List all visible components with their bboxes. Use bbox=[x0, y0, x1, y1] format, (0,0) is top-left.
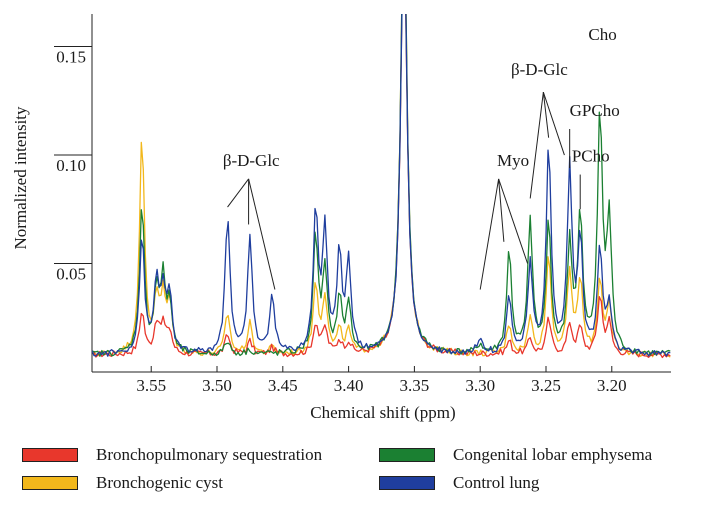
legend-label-bps: Bronchopulmonary sequestration bbox=[96, 445, 323, 464]
legend-label-bc: Bronchogenic cyst bbox=[96, 473, 223, 492]
annotation-leader bbox=[227, 178, 249, 208]
annotation-leader bbox=[529, 92, 544, 199]
annotation-label: β-D-Glc bbox=[223, 151, 280, 170]
annotation-label: Cho bbox=[588, 25, 616, 44]
y-tick-label: 0.10 bbox=[56, 156, 86, 175]
annotation-leader bbox=[542, 91, 565, 156]
series-line-1 bbox=[92, 14, 671, 358]
legend-item-bps: Bronchopulmonary sequestration bbox=[22, 444, 322, 466]
legend-swatch-bps bbox=[22, 448, 78, 462]
x-tick-label: 3.50 bbox=[202, 376, 232, 395]
x-axis-title: Chemical shift (ppm) bbox=[310, 403, 455, 422]
annotation-leader bbox=[479, 178, 500, 290]
x-axis-ticks: 3.55 3.50 3.45 3.40 3.35 3.30 3.25 3.20 bbox=[136, 366, 627, 395]
peak-annotations: β-D-Glc Myo β-D-Glc GPCho PCho Cho bbox=[223, 25, 620, 290]
legend-label-cle: Congenital lobar emphysema bbox=[453, 445, 653, 464]
y-tick-label: 0.05 bbox=[56, 265, 86, 284]
x-tick-label: 3.45 bbox=[268, 376, 298, 395]
series-lines bbox=[92, 14, 671, 359]
x-tick-label: 3.40 bbox=[334, 376, 364, 395]
legend-label-control: Control lung bbox=[453, 473, 540, 492]
legend-swatch-control bbox=[379, 476, 435, 490]
legend: Bronchopulmonary sequestration Congenita… bbox=[0, 440, 701, 519]
annotation-label: β-D-Glc bbox=[511, 60, 568, 79]
legend-item-cle: Congenital lobar emphysema bbox=[379, 444, 652, 466]
x-tick-label: 3.55 bbox=[136, 376, 166, 395]
legend-swatch-bc bbox=[22, 476, 78, 490]
annotation-label: PCho bbox=[572, 147, 610, 166]
x-tick-label: 3.25 bbox=[531, 376, 561, 395]
annotation-leader bbox=[542, 92, 550, 138]
legend-item-control: Control lung bbox=[379, 472, 539, 494]
annotation-leader bbox=[498, 178, 529, 264]
y-axis-ticks: 0.05 0.10 0.15 bbox=[54, 46, 92, 284]
annotation-label: GPCho bbox=[570, 101, 620, 120]
x-tick-label: 3.20 bbox=[597, 376, 627, 395]
legend-item-bc: Bronchogenic cyst bbox=[22, 472, 223, 494]
x-tick-label: 3.35 bbox=[400, 376, 430, 395]
y-axis-title: Normalized intensity bbox=[11, 106, 30, 250]
x-tick-label: 3.30 bbox=[465, 376, 495, 395]
series-line-3 bbox=[92, 14, 671, 357]
annotation-label: Myo bbox=[497, 151, 529, 170]
legend-swatch-cle bbox=[379, 448, 435, 462]
plot-area: 3.55 3.50 3.45 3.40 3.35 3.30 3.25 3.20 0.05 0.1… bbox=[54, 14, 671, 395]
chart: 3.55 3.50 3.45 3.40 3.35 3.30 3.25 3.20 0.05 0.1… bbox=[11, 14, 671, 422]
annotation-leader bbox=[248, 178, 276, 290]
y-tick-label: 0.15 bbox=[56, 48, 86, 67]
series-line-0 bbox=[92, 14, 671, 359]
annotation-leader bbox=[498, 178, 505, 242]
series-line-2 bbox=[92, 14, 671, 357]
